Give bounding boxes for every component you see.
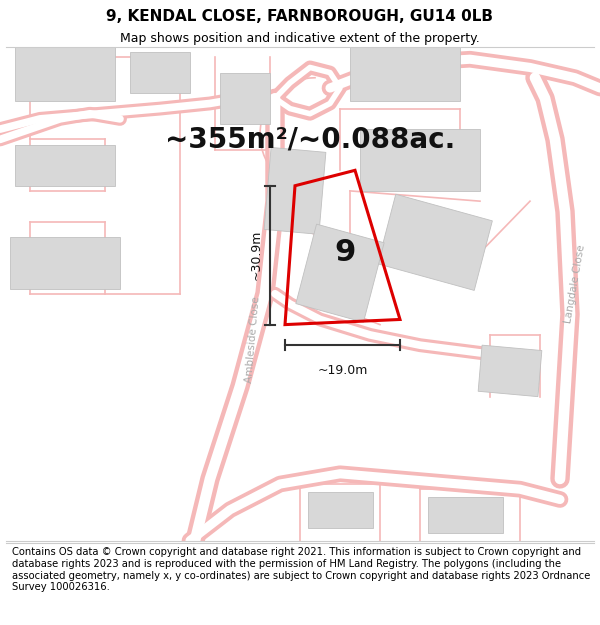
Bar xyxy=(478,345,542,397)
Text: 9, KENDAL CLOSE, FARNBOROUGH, GU14 0LB: 9, KENDAL CLOSE, FARNBOROUGH, GU14 0LB xyxy=(107,9,493,24)
Bar xyxy=(15,144,115,186)
Bar xyxy=(220,72,270,124)
Text: Ambleside Close: Ambleside Close xyxy=(244,296,262,384)
Text: Map shows position and indicative extent of the property.: Map shows position and indicative extent… xyxy=(120,32,480,45)
Bar xyxy=(130,52,190,93)
Bar xyxy=(427,497,503,533)
Bar xyxy=(296,224,384,322)
Bar xyxy=(360,129,480,191)
Text: ~355m²/~0.088ac.: ~355m²/~0.088ac. xyxy=(165,126,455,154)
Bar xyxy=(308,492,373,528)
Bar xyxy=(15,44,115,101)
Text: Langdale Close: Langdale Close xyxy=(563,243,587,324)
Bar xyxy=(264,148,326,234)
Bar xyxy=(350,44,460,101)
Text: 9: 9 xyxy=(334,238,356,267)
Text: Contains OS data © Crown copyright and database right 2021. This information is : Contains OS data © Crown copyright and d… xyxy=(12,548,590,592)
Bar xyxy=(10,237,120,289)
Text: ~30.9m: ~30.9m xyxy=(250,230,263,281)
Bar xyxy=(377,194,493,291)
Text: ~19.0m: ~19.0m xyxy=(317,364,368,377)
